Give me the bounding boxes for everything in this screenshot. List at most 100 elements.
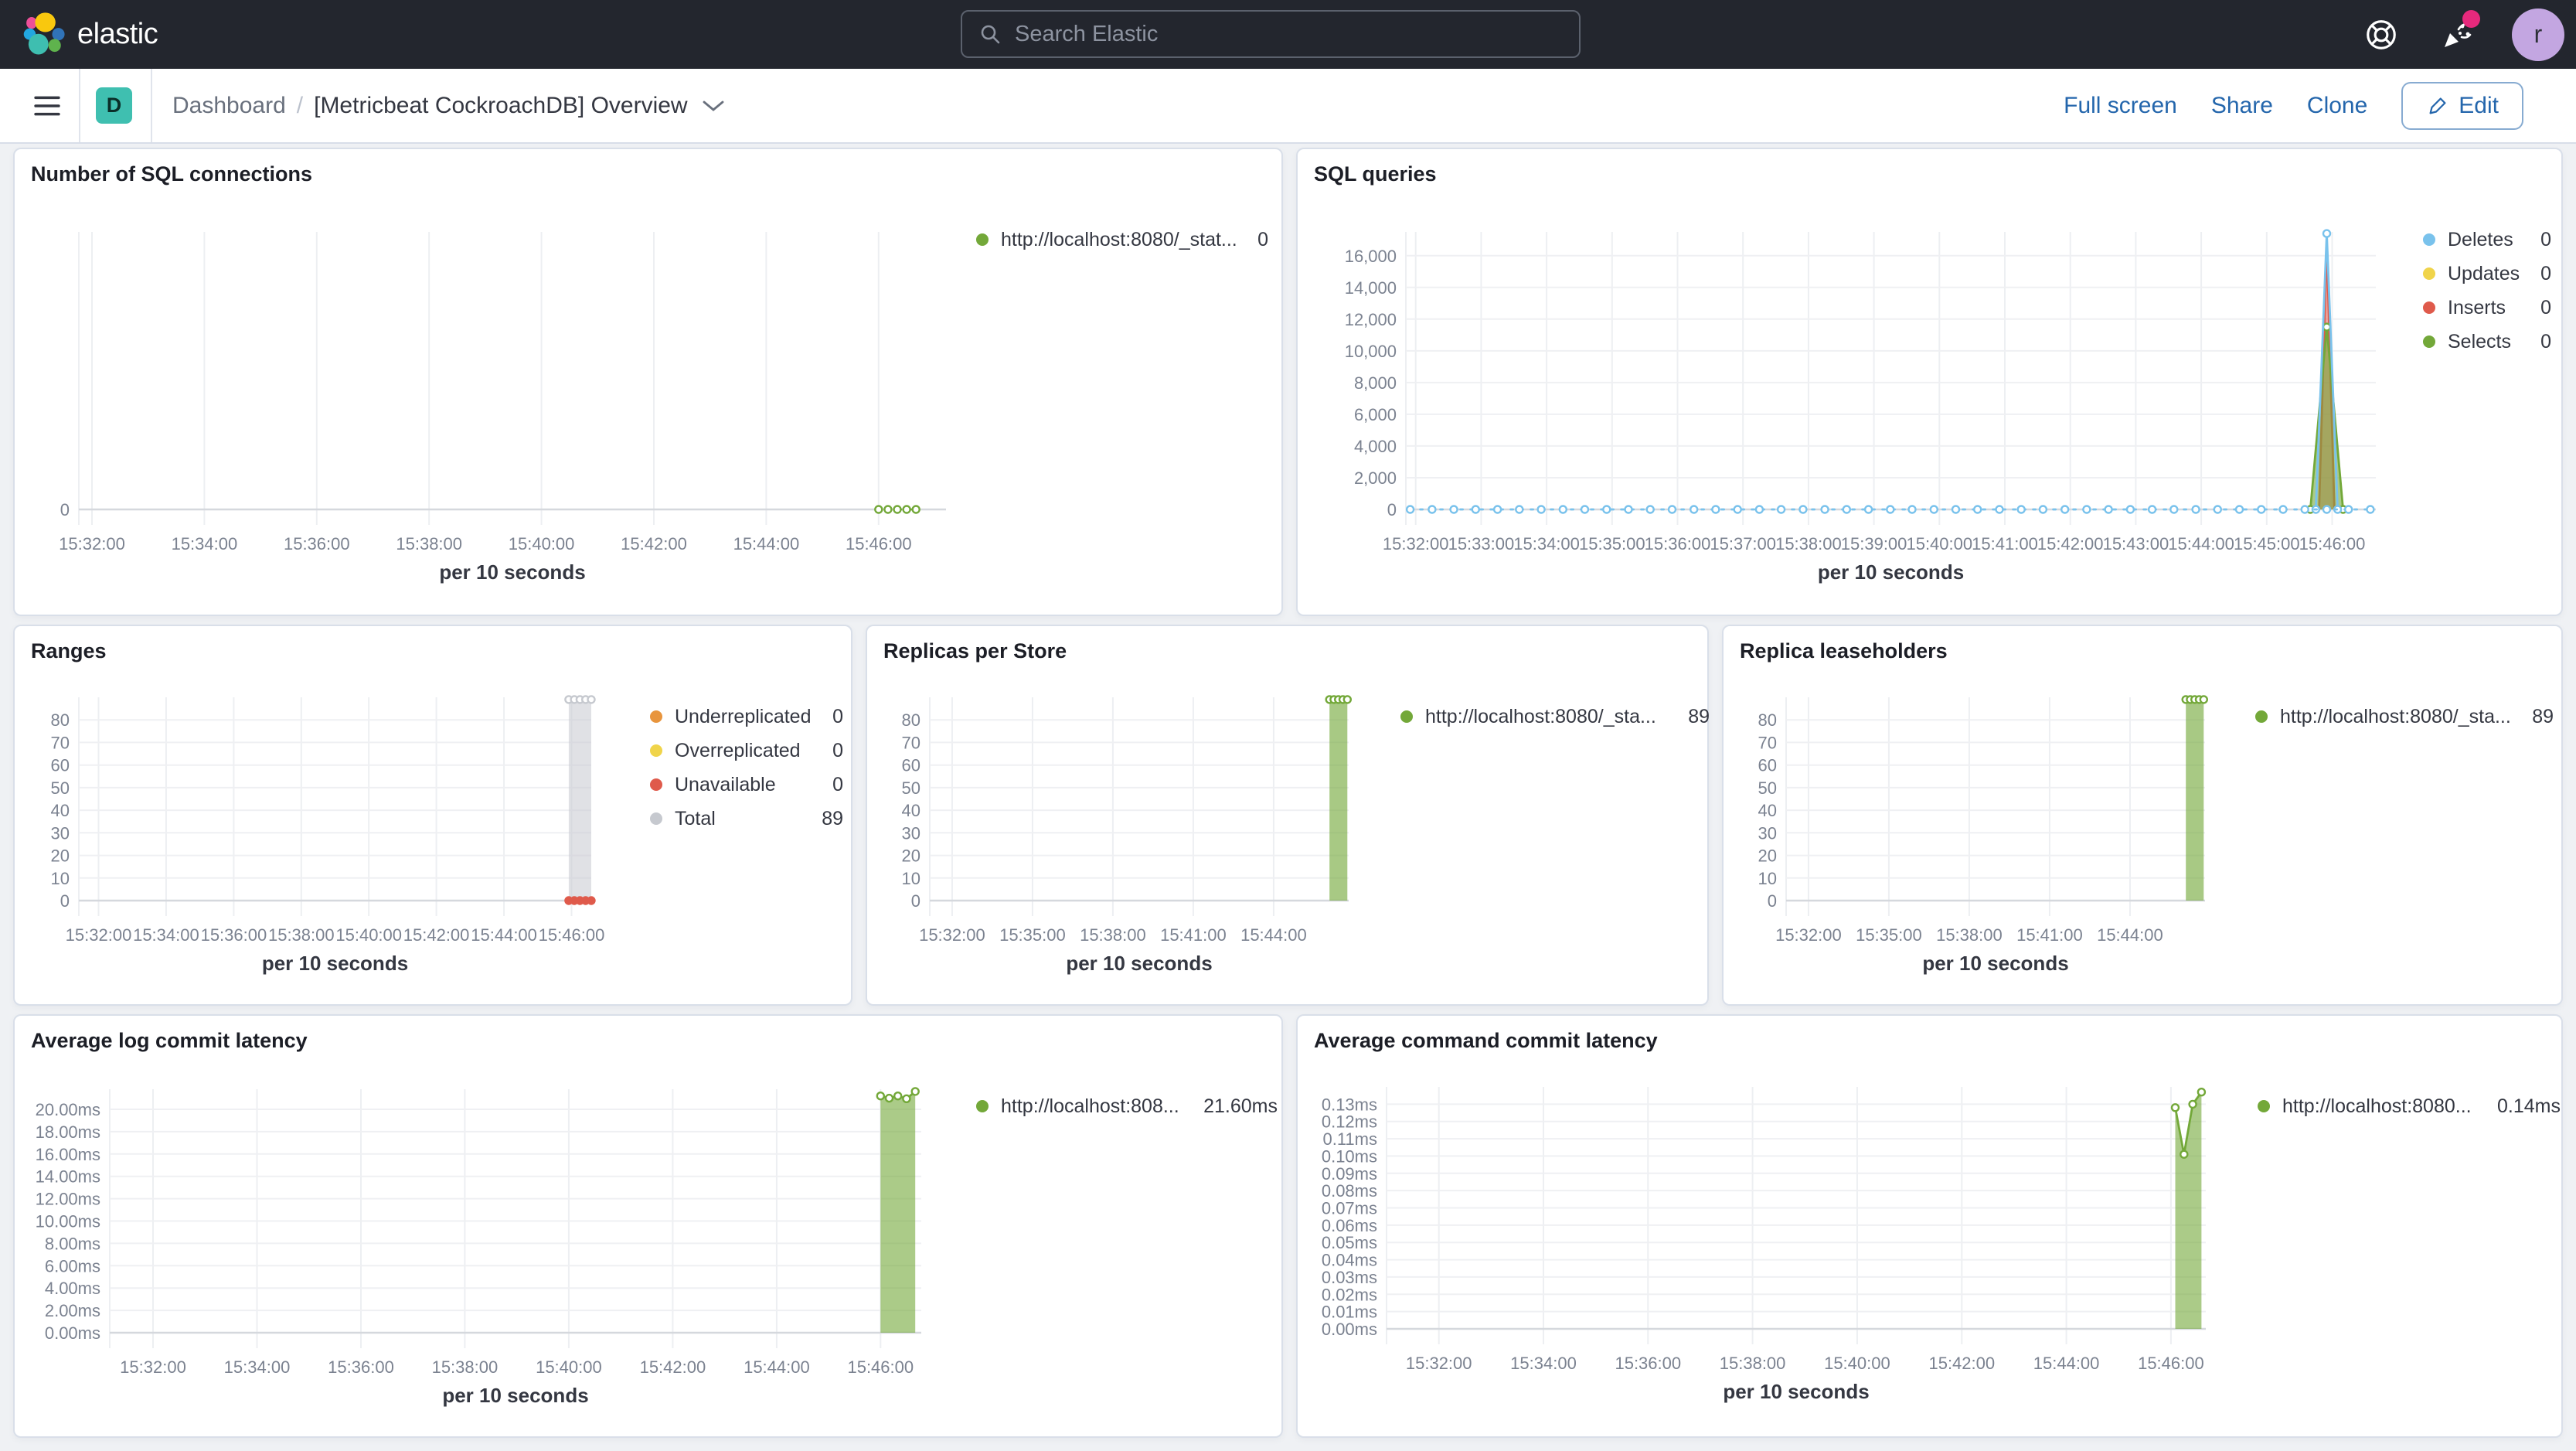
legend-value: 0	[832, 773, 843, 795]
y-tick-label: 20	[1758, 846, 1777, 866]
x-tick-label: 15:36:00	[201, 925, 267, 945]
x-tick-label: 15:35:00	[1579, 534, 1645, 553]
toolbar-actions: Full screen Share Clone Edit	[2064, 69, 2523, 142]
chart-canvas[interactable]: 15:32:00 15:35:00 15:38:00 15:41:00 15:44:00…	[1724, 626, 2564, 1007]
series-log-commit-latency-markers	[876, 1087, 920, 1104]
clone-button[interactable]: Clone	[2306, 92, 2368, 118]
legend-item[interactable]: http://localhost:8080/_stat... 0	[976, 223, 1268, 257]
y-tick-label: 8.00ms	[45, 1234, 100, 1253]
chart-legend: http://localhost:8080/_stat... 0	[976, 223, 1268, 257]
x-tick-label: 15:36:00	[328, 1357, 394, 1377]
chart-canvas[interactable]: 15:32:00 15:34:00 15:36:00 15:38:00 15:40:00…	[1298, 1016, 2564, 1439]
y-tick-label: 18.00ms	[36, 1122, 100, 1142]
panel-ranges: Ranges 15:32:00 15:34:00 15:36:00 15:38:00 15…	[13, 625, 852, 1006]
pencil-icon	[2426, 94, 2449, 118]
share-button[interactable]: Share	[2210, 92, 2273, 118]
panel-title[interactable]: Replica leaseholders	[1740, 639, 1948, 662]
legend-item[interactable]: http://localhost:808... 21.60ms	[976, 1089, 1278, 1123]
space-badge[interactable]: D	[96, 87, 132, 124]
panel-title[interactable]: Replicas per Store	[883, 639, 1067, 662]
y-tick-label: 50	[1758, 778, 1777, 798]
y-tick-label: 0.08ms	[1322, 1181, 1377, 1201]
chart-canvas[interactable]: 15:32:00 15:33:00 15:34:00 15:35:00 15:36:00…	[1298, 149, 2564, 618]
page-title[interactable]: [Metricbeat CockroachDB] Overview	[314, 92, 688, 118]
y-tick-label: 0.03ms	[1322, 1268, 1377, 1287]
x-axis-title: per 10 seconds	[1723, 1380, 1869, 1403]
panel-title[interactable]: Average command commit latency	[1314, 1029, 1658, 1052]
legend-item[interactable]: Unavailable 0	[650, 768, 843, 802]
y-tick-label: 8,000	[1354, 373, 1397, 393]
x-tick-label: 15:35:00	[999, 925, 1066, 945]
legend-label: Deletes	[2448, 228, 2513, 250]
panel-sql_connections: Number of SQL connections 15:32:00 15:34:0…	[13, 148, 1283, 616]
x-tick-label: 15:46:00	[539, 925, 605, 945]
chart-canvas[interactable]: 15:32:00 15:34:00 15:36:00 15:38:00 15:40:00…	[15, 626, 854, 1007]
y-tick-label: 0.00ms	[45, 1323, 100, 1343]
legend-label: http://localhost:8080...	[2282, 1095, 2472, 1117]
y-tick-label: 50	[902, 778, 920, 798]
elastic-logo[interactable]: elastic	[22, 12, 158, 57]
series-log-commit-latency-area	[880, 1091, 916, 1333]
menu-button[interactable]	[34, 94, 60, 118]
legend-item[interactable]: Selects 0	[2423, 325, 2551, 359]
search-placeholder: Search Elastic	[1015, 21, 1159, 46]
avatar[interactable]: r	[2512, 8, 2564, 61]
legend-label: Underreplicated	[675, 705, 812, 727]
title-menu-button[interactable]	[702, 99, 725, 113]
panel-title[interactable]: Ranges	[31, 639, 107, 662]
legend-item[interactable]: http://localhost:8080/_sta... 89	[1400, 700, 1710, 734]
legend-item[interactable]: Deletes 0	[2423, 223, 2551, 257]
series-command-commit-latency-line	[2174, 1091, 2203, 1155]
x-tick-label: 15:34:00	[133, 925, 199, 945]
legend-color-dot	[650, 710, 662, 723]
y-tick-label: 20.00ms	[36, 1100, 100, 1119]
x-tick-label: 15:34:00	[172, 534, 238, 553]
x-tick-label: 15:38:00	[1936, 925, 2003, 945]
chart-canvas[interactable]: 15:32:00 15:34:00 15:36:00 15:38:00 15:40:00…	[15, 149, 1285, 618]
legend-item[interactable]: Inserts 0	[2423, 291, 2551, 325]
edit-button[interactable]: Edit	[2401, 81, 2523, 130]
full-screen-button[interactable]: Full screen	[2064, 92, 2177, 118]
y-tick-label: 0.06ms	[1322, 1216, 1377, 1235]
y-tick-label: 12.00ms	[36, 1190, 100, 1209]
x-tick-label: 15:32:00	[1775, 925, 1842, 945]
y-tick-label: 70	[902, 733, 920, 752]
help-button[interactable]	[2363, 17, 2399, 53]
breadcrumb-dashboard[interactable]: Dashboard	[172, 92, 286, 118]
x-axis-title: per 10 seconds	[1818, 560, 1964, 584]
legend-item[interactable]: Underreplicated 0	[650, 700, 843, 734]
breadcrumb: Dashboard / [Metricbeat CockroachDB] Ove…	[172, 93, 725, 119]
search-input[interactable]: Search Elastic	[961, 10, 1581, 58]
x-tick-label: 15:41:00	[1160, 925, 1227, 945]
y-tick-label: 6.00ms	[45, 1256, 100, 1276]
panel-title[interactable]: Number of SQL connections	[31, 162, 313, 186]
y-tick-label: 80	[1758, 710, 1777, 730]
x-tick-label: 15:42:00	[403, 925, 470, 945]
header-actions: r	[2363, 0, 2564, 69]
chart-canvas[interactable]: 15:32:00 15:35:00 15:38:00 15:41:00 15:44:00…	[867, 626, 1710, 1007]
legend-item[interactable]: http://localhost:8080... 0.14ms	[2258, 1089, 2561, 1123]
y-tick-label: 6,000	[1354, 405, 1397, 424]
series-deletes-spike-markers	[2311, 229, 2343, 514]
y-tick-label: 10	[51, 869, 70, 888]
legend-item[interactable]: http://localhost:8080/_sta... 89	[2255, 700, 2554, 734]
chart-canvas[interactable]: 15:32:00 15:34:00 15:36:00 15:38:00 15:40:00…	[15, 1016, 1285, 1439]
chart-legend: Deletes 0 Updates 0 Inserts 0 Selects 0	[2423, 223, 2551, 359]
y-tick-label: 2,000	[1354, 468, 1397, 488]
legend-item[interactable]: Updates 0	[2423, 257, 2551, 291]
x-tick-label: 15:43:00	[2103, 534, 2169, 553]
legend-label: Overreplicated	[675, 739, 801, 761]
legend-item[interactable]: Overreplicated 0	[650, 734, 843, 768]
series-replicas-area	[1329, 699, 1348, 901]
news-button[interactable]	[2438, 9, 2480, 53]
legend-value: 0	[2540, 296, 2551, 318]
panel-title[interactable]: SQL queries	[1314, 162, 1437, 186]
legend-label: Selects	[2448, 330, 2511, 353]
y-tick-label: 50	[51, 778, 70, 798]
panel-title[interactable]: Average log commit latency	[31, 1029, 308, 1052]
legend-label: Total	[675, 807, 716, 829]
y-tick-label: 14.00ms	[36, 1167, 100, 1187]
y-tick-label: 80	[51, 710, 70, 730]
legend-item[interactable]: Total 89	[650, 802, 843, 836]
legend-label: Unavailable	[675, 773, 776, 795]
